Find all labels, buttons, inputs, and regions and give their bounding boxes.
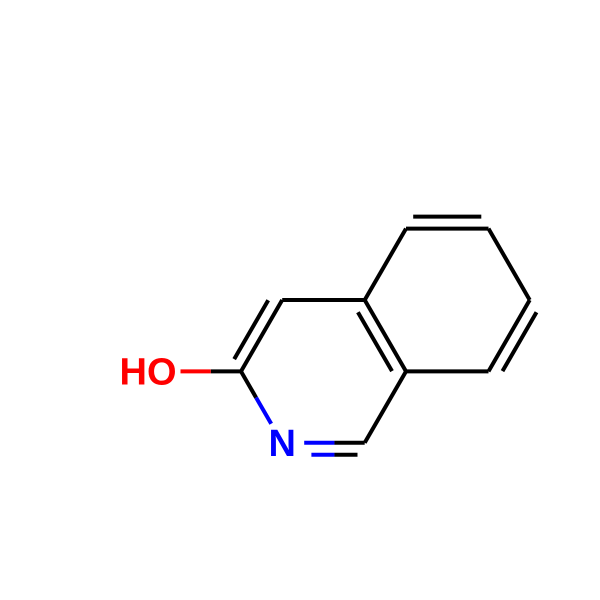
atom-label-ho: HO xyxy=(120,351,177,393)
atom-label-n: N xyxy=(268,423,295,465)
molecule-diagram: N HO xyxy=(0,0,600,600)
